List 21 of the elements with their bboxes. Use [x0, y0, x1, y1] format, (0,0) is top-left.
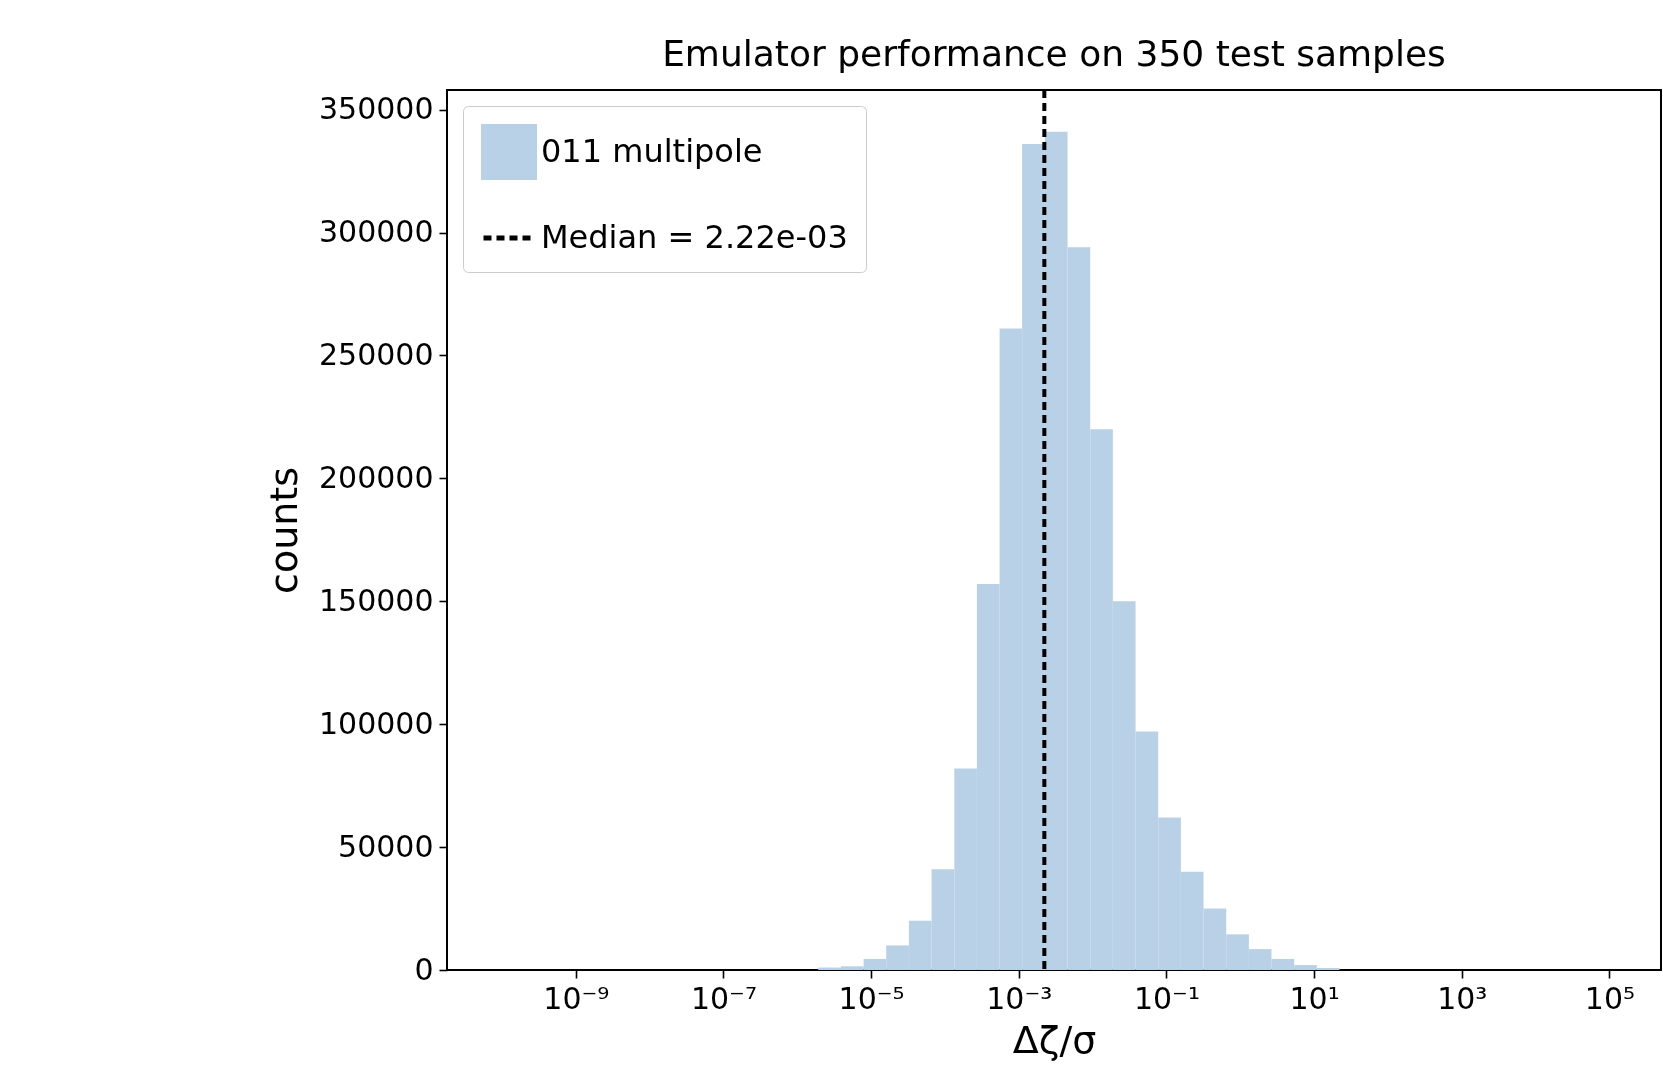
y-tick-label: 0 — [414, 951, 434, 987]
y-tick-label: 100000 — [318, 705, 434, 741]
y-tick-label: 350000 — [318, 91, 434, 127]
legend-label: 011 multipole — [541, 132, 763, 170]
x-tick-label: 10³ — [1437, 980, 1488, 1016]
x-tick-label: 10⁻⁹ — [543, 980, 610, 1016]
x-tick-label: 10⁻⁵ — [838, 980, 905, 1016]
x-tick-label: 10⁻¹ — [1133, 980, 1200, 1016]
ref-line-label: Median = 2.22e-03 — [541, 218, 848, 256]
y-tick-label: 300000 — [318, 214, 434, 250]
x-tick-label: 10⁻⁷ — [690, 980, 757, 1016]
chart-title: Emulator performance on 350 test samples — [662, 33, 1446, 74]
x-tick-label: 10⁻³ — [986, 980, 1053, 1016]
y-tick-label: 200000 — [318, 459, 434, 495]
y-axis-title: counts — [261, 466, 306, 595]
x-axis-title: Δζ/σ — [1012, 1017, 1097, 1062]
x-tick-label: 10¹ — [1289, 980, 1340, 1016]
y-tick-label: 250000 — [318, 336, 434, 372]
x-tick-label: 10⁵ — [1584, 980, 1635, 1016]
y-tick-label: 150000 — [318, 582, 434, 618]
y-tick-label: 50000 — [338, 828, 434, 864]
